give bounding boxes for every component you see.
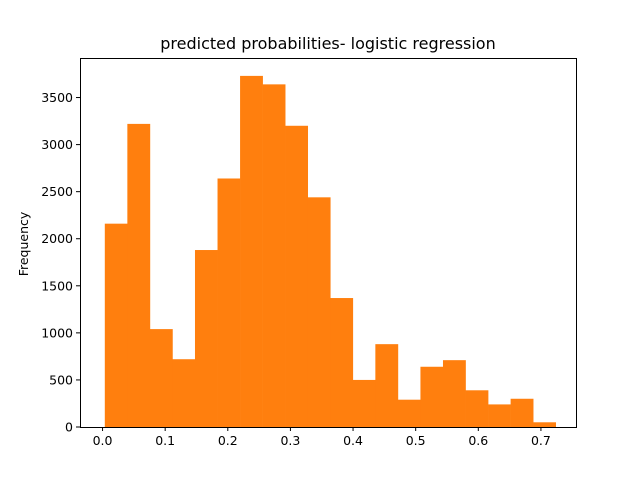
histogram-bar	[352, 379, 376, 427]
histogram-bar	[330, 298, 354, 427]
y-tick-label: 1000	[41, 325, 73, 340]
histogram-bar	[262, 84, 286, 428]
histogram-bar	[442, 360, 466, 427]
x-tick-label: 0.3	[280, 433, 300, 448]
y-tick-label: 2000	[41, 231, 73, 246]
histogram-bar	[172, 359, 196, 427]
histogram-bar	[127, 123, 151, 427]
histogram-bar	[194, 250, 218, 427]
y-tick-label: 500	[49, 372, 73, 387]
x-tick-label: 0.7	[531, 433, 551, 448]
y-tick-label: 3000	[41, 137, 73, 152]
histogram-bar	[217, 178, 241, 427]
x-tick-label: 0.0	[93, 433, 113, 448]
x-tick-label: 0.2	[218, 433, 238, 448]
x-tick-label: 0.6	[468, 433, 488, 448]
histogram-bar	[149, 329, 173, 427]
histogram-bar	[240, 75, 263, 427]
y-tick-label: 2500	[41, 184, 73, 199]
histogram-bar	[285, 125, 309, 427]
x-axis-ticks: 0.0 0.1 0.2 0.3 0.4 0.5 0.6 0.7	[93, 427, 551, 448]
axes-frame	[80, 58, 577, 428]
chart-title: predicted probabilities- logistic regres…	[160, 34, 495, 53]
histogram-bar	[104, 223, 128, 427]
y-tick-label: 3500	[41, 90, 73, 105]
bars-group	[104, 75, 557, 428]
y-tick-label: 1500	[41, 278, 73, 293]
histogram-bar	[420, 366, 444, 427]
histogram-bar	[375, 344, 399, 427]
x-tick-label: 0.4	[343, 433, 363, 448]
x-tick-label: 0.1	[155, 433, 175, 448]
histogram-bar	[533, 422, 557, 427]
histogram-bar	[488, 404, 511, 427]
histogram-bar	[397, 399, 421, 427]
x-tick-label: 0.5	[406, 433, 426, 448]
histogram-bar	[307, 197, 331, 427]
histogram-bar	[510, 398, 534, 427]
y-axis-ticks: 0 500 1000 1500 2000 2500 3000 3500	[41, 90, 80, 435]
y-axis-label: Frequency	[16, 211, 31, 276]
y-tick-label: 0	[65, 420, 73, 435]
histogram-bar	[465, 390, 489, 427]
